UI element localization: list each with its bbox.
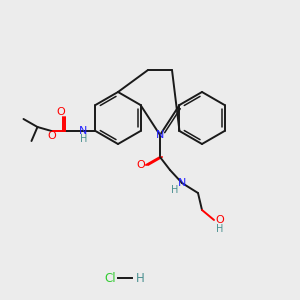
Text: N: N bbox=[79, 126, 88, 136]
Text: O: O bbox=[56, 107, 65, 117]
Text: H: H bbox=[216, 224, 224, 234]
Text: H: H bbox=[171, 185, 179, 195]
Text: H: H bbox=[80, 134, 87, 144]
Text: Cl: Cl bbox=[104, 272, 116, 284]
Text: H: H bbox=[136, 272, 144, 284]
Text: O: O bbox=[136, 160, 146, 170]
Text: O: O bbox=[216, 215, 224, 225]
Text: N: N bbox=[178, 178, 186, 188]
Text: N: N bbox=[156, 130, 164, 140]
Text: O: O bbox=[47, 131, 56, 141]
